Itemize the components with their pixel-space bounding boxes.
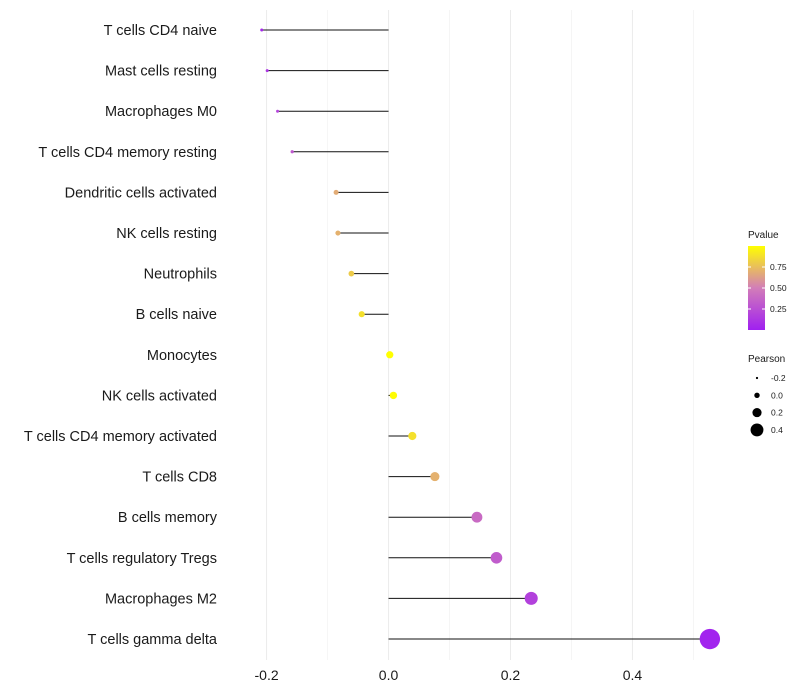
category-label: Neutrophils	[144, 267, 217, 283]
category-label: T cells CD4 naive	[104, 23, 217, 39]
category-label: NK cells resting	[116, 226, 217, 242]
x-tick-label: 0.4	[623, 667, 643, 683]
lollipop-point	[265, 69, 269, 73]
size-legend-title: Pearson	[748, 354, 785, 365]
x-tick-label: -0.2	[255, 667, 279, 683]
lollipop-point	[408, 431, 417, 441]
category-label: Mast cells resting	[105, 64, 217, 80]
lollipop-point	[290, 150, 294, 154]
lollipop-point	[699, 628, 721, 650]
size-legend-label: 0.4	[771, 425, 783, 435]
lollipop-point	[348, 270, 355, 277]
lollipop-point	[471, 511, 483, 523]
lollipop-point	[386, 351, 394, 359]
color-legend-label: 0.50	[770, 283, 787, 293]
category-label: Macrophages M0	[105, 104, 217, 120]
color-legend-bar	[748, 246, 765, 330]
category-label: T cells CD4 memory activated	[24, 429, 217, 445]
color-legend-label: 0.75	[770, 262, 787, 272]
category-label: T cells CD4 memory resting	[38, 145, 217, 161]
size-legend-point	[755, 376, 759, 380]
category-label: B cells naive	[136, 307, 217, 323]
size-legend-label: 0.0	[771, 390, 783, 400]
color-legend-label: 0.25	[770, 304, 787, 314]
lollipop-point	[490, 551, 503, 564]
size-legend-point	[754, 392, 760, 398]
lollipop-point	[335, 230, 341, 236]
lollipop-point	[389, 391, 398, 400]
size-legend-label: 0.2	[771, 408, 783, 418]
color-legend-title: Pvalue	[748, 230, 779, 241]
category-label: Monocytes	[147, 348, 217, 364]
x-tick-label: 0.2	[501, 667, 521, 683]
lollipop-point	[333, 189, 339, 195]
category-label: B cells memory	[118, 510, 218, 526]
lollipop-point	[430, 472, 440, 482]
category-label: T cells CD8	[142, 470, 217, 486]
category-label: T cells regulatory Tregs	[67, 551, 217, 567]
x-tick-label: 0.0	[379, 667, 399, 683]
category-label: T cells gamma delta	[88, 632, 218, 648]
lollipop-point	[358, 311, 365, 318]
category-label: Macrophages M2	[105, 591, 217, 607]
category-label: NK cells activated	[102, 388, 217, 404]
size-legend-point	[752, 408, 762, 418]
lollipop-point	[276, 109, 280, 113]
lollipop-point	[260, 28, 264, 32]
size-legend-point	[750, 423, 764, 437]
lollipop-point	[524, 591, 538, 605]
category-label: Dendritic cells activated	[65, 185, 217, 201]
size-legend-label: -0.2	[771, 373, 786, 383]
